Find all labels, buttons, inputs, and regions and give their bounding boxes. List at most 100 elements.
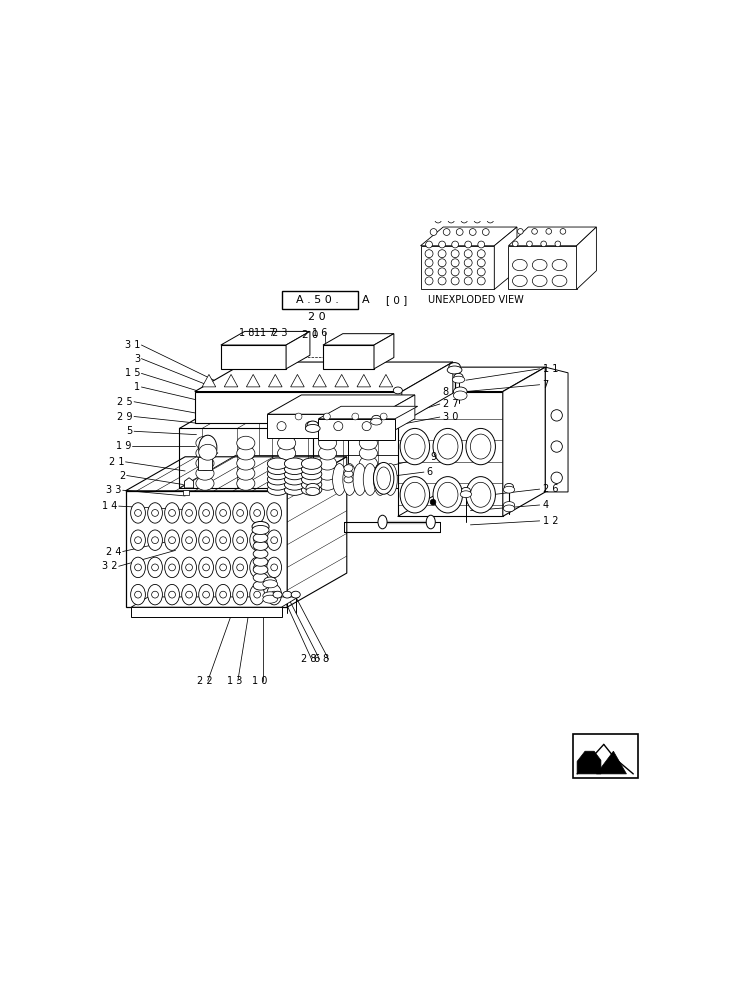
Circle shape — [430, 499, 436, 505]
Circle shape — [477, 268, 485, 276]
Ellipse shape — [359, 467, 378, 480]
Circle shape — [135, 510, 141, 516]
Bar — [195, 392, 402, 423]
Text: 1 0: 1 0 — [253, 676, 268, 686]
Text: 2 0: 2 0 — [308, 312, 326, 322]
Polygon shape — [381, 395, 415, 438]
Ellipse shape — [344, 470, 353, 477]
Ellipse shape — [266, 584, 282, 605]
Ellipse shape — [267, 479, 288, 490]
Circle shape — [438, 259, 446, 267]
Ellipse shape — [182, 584, 196, 605]
Ellipse shape — [449, 363, 460, 371]
Ellipse shape — [266, 530, 282, 550]
Text: 2 3: 2 3 — [272, 328, 288, 338]
Ellipse shape — [236, 467, 255, 480]
Circle shape — [425, 259, 433, 267]
Text: 1 7: 1 7 — [260, 328, 275, 338]
Polygon shape — [131, 597, 299, 607]
Circle shape — [236, 564, 244, 571]
Ellipse shape — [344, 465, 353, 472]
Polygon shape — [509, 246, 577, 289]
Polygon shape — [420, 227, 517, 246]
Circle shape — [451, 250, 459, 258]
Polygon shape — [545, 367, 568, 492]
Circle shape — [477, 277, 485, 285]
Ellipse shape — [263, 595, 277, 603]
Circle shape — [135, 591, 141, 598]
Circle shape — [380, 413, 387, 420]
Circle shape — [152, 564, 158, 571]
Ellipse shape — [460, 491, 471, 498]
Ellipse shape — [306, 487, 320, 495]
Ellipse shape — [359, 477, 378, 490]
Ellipse shape — [266, 557, 282, 578]
Ellipse shape — [216, 557, 231, 578]
Bar — [318, 419, 395, 440]
Polygon shape — [357, 374, 370, 387]
Ellipse shape — [353, 464, 367, 495]
Circle shape — [220, 591, 226, 598]
Bar — [221, 345, 286, 369]
Ellipse shape — [302, 458, 322, 469]
Ellipse shape — [512, 275, 527, 287]
Ellipse shape — [307, 421, 318, 429]
Ellipse shape — [433, 428, 463, 465]
Circle shape — [186, 510, 193, 516]
Polygon shape — [374, 334, 394, 369]
Polygon shape — [577, 751, 601, 774]
Ellipse shape — [130, 557, 146, 578]
Circle shape — [448, 216, 455, 223]
Ellipse shape — [284, 474, 305, 485]
Polygon shape — [247, 374, 260, 387]
Polygon shape — [126, 457, 347, 491]
Polygon shape — [195, 362, 453, 392]
Ellipse shape — [236, 446, 255, 460]
Bar — [267, 414, 381, 438]
Polygon shape — [287, 457, 347, 607]
Ellipse shape — [148, 584, 163, 605]
Ellipse shape — [284, 468, 305, 480]
Ellipse shape — [405, 482, 425, 507]
Text: 8: 8 — [443, 387, 449, 397]
Ellipse shape — [453, 387, 467, 396]
Ellipse shape — [284, 484, 305, 495]
Ellipse shape — [378, 515, 387, 529]
Ellipse shape — [302, 463, 322, 475]
Circle shape — [551, 472, 562, 483]
Ellipse shape — [438, 434, 458, 459]
Circle shape — [220, 564, 226, 571]
Ellipse shape — [343, 464, 356, 495]
Ellipse shape — [216, 530, 231, 550]
Polygon shape — [398, 367, 545, 392]
Circle shape — [452, 241, 458, 248]
Polygon shape — [577, 227, 597, 289]
Ellipse shape — [165, 557, 179, 578]
Bar — [398, 392, 503, 516]
Polygon shape — [286, 331, 310, 369]
Ellipse shape — [182, 557, 196, 578]
Circle shape — [487, 216, 493, 223]
Circle shape — [220, 510, 226, 516]
Ellipse shape — [471, 434, 491, 459]
Polygon shape — [402, 362, 453, 423]
Polygon shape — [221, 331, 310, 345]
Text: 1 4: 1 4 — [102, 501, 118, 511]
Circle shape — [551, 410, 562, 421]
Ellipse shape — [148, 530, 163, 550]
Circle shape — [271, 537, 277, 544]
Circle shape — [555, 241, 561, 247]
Ellipse shape — [277, 456, 296, 470]
Ellipse shape — [318, 456, 337, 470]
Polygon shape — [267, 395, 415, 414]
Ellipse shape — [198, 584, 214, 605]
Circle shape — [352, 413, 359, 420]
Ellipse shape — [267, 468, 288, 480]
Ellipse shape — [165, 530, 179, 550]
Text: 2 4: 2 4 — [106, 547, 122, 557]
Ellipse shape — [233, 584, 247, 605]
Ellipse shape — [233, 557, 247, 578]
Circle shape — [531, 229, 537, 234]
Ellipse shape — [318, 436, 337, 450]
Circle shape — [518, 229, 523, 234]
